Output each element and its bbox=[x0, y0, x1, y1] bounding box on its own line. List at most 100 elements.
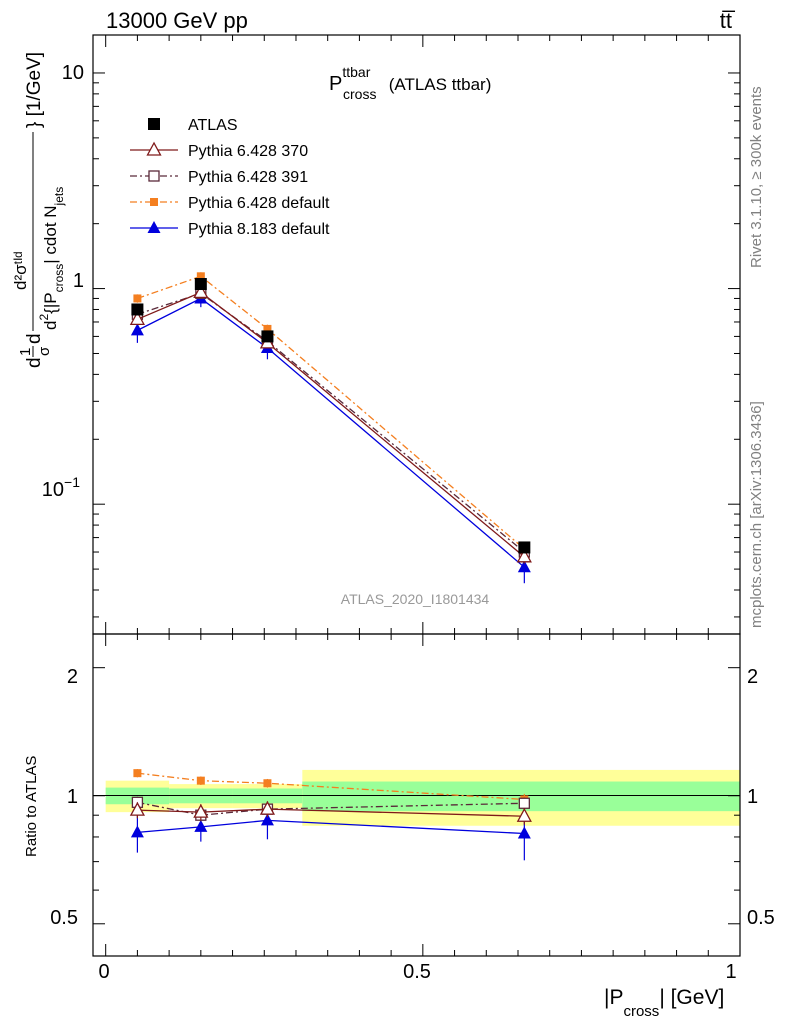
ylabel-den: d2{|Pcross| cdot Njets bbox=[37, 187, 66, 330]
main-series-2-line bbox=[137, 292, 525, 553]
main-ytick-label-0.1: 10−1 bbox=[42, 474, 80, 501]
xaxis-label: |Pcross| [GeV] bbox=[604, 986, 724, 1020]
main-ytick-label-exp: −1 bbox=[64, 474, 80, 490]
main-series-0-point-1 bbox=[194, 278, 207, 291]
ratio-series-3 bbox=[130, 803, 531, 861]
main-ylabel: d 1 σ d d²σᵗᴵᵈ d2{|Pcross| cdot Njets } … bbox=[11, 52, 66, 368]
ratio-series-0-point-0 bbox=[129, 801, 145, 816]
main-series-4-point-0 bbox=[130, 323, 144, 336]
ylabel-den-sub: cross bbox=[52, 264, 66, 293]
rivet-label: Rivet 3.1.10, ≥ 300k events bbox=[748, 86, 765, 268]
main-axis-ticks bbox=[93, 35, 741, 634]
analysis-watermark: ATLAS_2020_I1801434 bbox=[341, 591, 490, 607]
legend-label-0: ATLAS bbox=[188, 117, 238, 134]
ratio-series-3-point-1 bbox=[194, 819, 208, 832]
ratio-series-0-point-3 bbox=[516, 807, 532, 822]
ylabel-d-mid: d bbox=[24, 333, 45, 344]
title-main: P bbox=[329, 73, 342, 95]
main-ytick-label-1: 1 bbox=[73, 270, 84, 292]
ratio-plot-frame bbox=[92, 633, 741, 957]
main-ytick-label-10: 10 bbox=[62, 62, 84, 84]
ylabel-den-sup: 2 bbox=[37, 314, 51, 321]
legend-marker-1 bbox=[146, 141, 162, 156]
ratio-ytick-label-2-right: 2 bbox=[747, 666, 758, 688]
legend-entry-4: Pythia 8.183 default bbox=[130, 221, 330, 238]
main-series-4 bbox=[130, 290, 531, 584]
main-series-layer bbox=[129, 272, 532, 584]
xtick-label-0: 0 bbox=[98, 961, 109, 983]
ratio-axis-ticks bbox=[93, 634, 741, 956]
ratio-series-3-point-0 bbox=[130, 825, 144, 838]
main-series-1-line bbox=[137, 291, 525, 558]
ratio-series-3-point-2 bbox=[260, 813, 274, 826]
main-series-0 bbox=[131, 278, 531, 554]
legend-label-1: Pythia 6.428 370 bbox=[188, 143, 308, 160]
legend: ATLAS Pythia 6.428 370 Pythia 6.428 391 Pyt… bbox=[130, 117, 330, 238]
legend-label-4: Pythia 8.183 default bbox=[188, 221, 330, 238]
main-series-0-point-0 bbox=[131, 303, 144, 316]
legend-marker-4 bbox=[147, 221, 161, 233]
main-series-1-point-3 bbox=[516, 548, 532, 563]
ratio-series-2-point-0 bbox=[133, 769, 142, 778]
main-series-4-line bbox=[137, 297, 525, 568]
ratio-series-3-line bbox=[137, 819, 525, 835]
legend-entry-0: ATLAS bbox=[148, 117, 238, 134]
ratio-ytick-label-1-right: 1 bbox=[747, 786, 758, 808]
xtick-label-0.5: 0.5 bbox=[403, 961, 431, 983]
process-label: tt̅ bbox=[720, 8, 736, 33]
ratio-series-1-point-3 bbox=[518, 797, 530, 809]
ylabel-frac-den: σ bbox=[36, 346, 53, 356]
main-series-3-point-1 bbox=[196, 272, 205, 281]
xlabel-post: | [GeV] bbox=[659, 986, 724, 1009]
ratio-series-2-point-1 bbox=[196, 776, 205, 785]
legend-label-3: Pythia 6.428 default bbox=[188, 195, 330, 212]
legend-label-2: Pythia 6.428 391 bbox=[188, 169, 308, 186]
energy-label: 13000 GeV pp bbox=[106, 8, 248, 33]
xlabel-pre: |P bbox=[604, 986, 623, 1009]
legend-entry-2: Pythia 6.428 391 bbox=[130, 169, 308, 186]
ylabel-num: d²σᵗᴵᵈ bbox=[11, 251, 30, 290]
xlabel-sub: cross bbox=[623, 1003, 659, 1020]
ratio-series-0 bbox=[129, 800, 532, 825]
ratio-series-3-point-3 bbox=[517, 826, 531, 839]
title-sub: cross bbox=[343, 86, 376, 102]
ratio-series-0-point-2 bbox=[259, 800, 276, 815]
ratio-series-layer bbox=[129, 769, 532, 861]
ratio-series-2-line bbox=[137, 772, 525, 801]
ratio-series-0-line bbox=[137, 808, 525, 817]
main-series-3-line bbox=[137, 275, 525, 550]
main-series-1-point-0 bbox=[129, 310, 145, 325]
main-series-1 bbox=[129, 284, 532, 564]
xtick-label-1: 1 bbox=[725, 961, 736, 983]
ylabel-prefix: d bbox=[24, 357, 45, 368]
ylabel-den-mid: | cdot N bbox=[41, 205, 60, 263]
ratio-ytick-label-0.5-right: 0.5 bbox=[747, 907, 775, 929]
ratio-series-0-point-1 bbox=[193, 803, 209, 818]
ratio-series-1-line bbox=[137, 801, 525, 816]
mcplots-label: mcplots.cern.ch [arXiv:1306.3436] bbox=[748, 401, 765, 628]
legend-entry-3: Pythia 6.428 default bbox=[130, 195, 330, 212]
main-plot-title: Pttbar cross (ATLAS ttbar) bbox=[329, 64, 491, 102]
main-series-0-point-3 bbox=[518, 541, 531, 554]
ratio-ytick-label-0.5-left: 0.5 bbox=[50, 907, 78, 929]
legend-marker-2 bbox=[148, 170, 160, 182]
ratio-series-2-point-2 bbox=[263, 779, 272, 788]
ylabel-frac-num: 1 bbox=[17, 348, 34, 356]
ratio-ytick-label-2-left: 2 bbox=[67, 666, 78, 688]
main-series-3-point-2 bbox=[263, 324, 272, 333]
main-series-4-point-3 bbox=[517, 560, 531, 573]
ratio-ylabel: Ratio to ATLAS bbox=[23, 756, 40, 857]
main-series-0-point-2 bbox=[261, 330, 274, 343]
ylabel-den-pre: d bbox=[41, 321, 60, 330]
ylabel-suffix: } [1/GeV] bbox=[24, 52, 45, 128]
ylabel-den-body: {|P bbox=[41, 292, 60, 313]
title-sup: ttbar bbox=[342, 64, 370, 80]
main-series-3-point-0 bbox=[133, 294, 142, 303]
legend-marker-3 bbox=[150, 198, 158, 206]
main-series-1-point-1 bbox=[193, 284, 209, 299]
legend-marker-0 bbox=[148, 118, 160, 130]
main-series-3 bbox=[133, 272, 529, 556]
main-ytick-label-base: 10 bbox=[42, 479, 64, 501]
main-series-2 bbox=[131, 287, 530, 559]
